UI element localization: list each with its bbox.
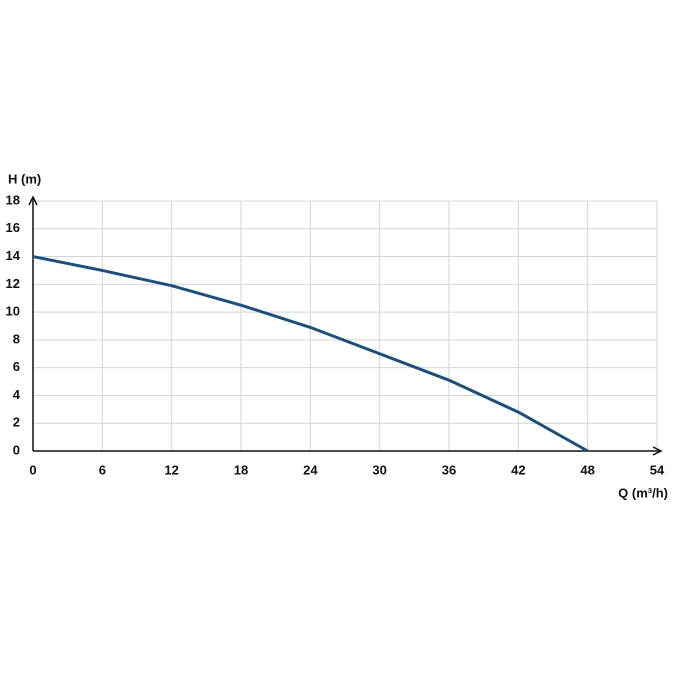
y-tick-label: 18 — [6, 192, 20, 207]
x-axis-arrow — [652, 446, 663, 456]
x-tick-label: 12 — [164, 462, 178, 477]
x-tick-label: 24 — [303, 462, 318, 477]
y-tick-label: 10 — [6, 304, 20, 319]
y-axis-label: H (m) — [8, 171, 41, 186]
y-axis-arrow — [28, 195, 38, 206]
y-tick-label: 12 — [6, 276, 20, 291]
y-tick-label: 14 — [6, 248, 21, 263]
x-tick-label: 48 — [580, 462, 594, 477]
x-tick-label: 54 — [650, 462, 665, 477]
y-tick-label: 6 — [13, 359, 20, 374]
y-tick-label: 4 — [13, 387, 21, 402]
x-tick-label: 18 — [234, 462, 248, 477]
y-tick-label: 8 — [13, 331, 20, 346]
curve — [32, 255, 589, 453]
x-tick-label: 6 — [99, 462, 106, 477]
y-tick-label: 0 — [13, 442, 20, 457]
x-tick-label: 0 — [29, 462, 36, 477]
y-tick-label: 16 — [6, 220, 20, 235]
x-tick-label: 30 — [372, 462, 386, 477]
y-tick-label: 2 — [13, 415, 20, 430]
x-tick-label: 42 — [511, 462, 525, 477]
x-axis-label: Q (m³/h) — [618, 485, 668, 500]
x-tick-label: 36 — [442, 462, 456, 477]
